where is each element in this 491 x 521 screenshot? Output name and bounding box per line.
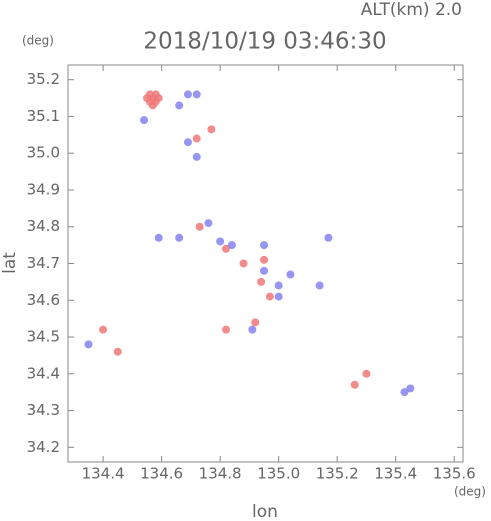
x-tick-label: 134.6 — [140, 465, 183, 483]
y-tick-label: 34.7 — [27, 254, 60, 272]
x-tick-label: 135.2 — [316, 465, 359, 483]
y-unit: (deg) — [22, 34, 54, 48]
y-tick-label: 34.9 — [27, 180, 60, 198]
echo-point — [145, 90, 154, 99]
chart-subtitle: ALT(km) 2.0 — [361, 0, 462, 20]
echo-point — [260, 266, 269, 275]
echo-point — [350, 380, 359, 389]
echo-point — [260, 255, 269, 264]
y-tick-label: 34.4 — [27, 364, 60, 382]
echo-point — [400, 388, 409, 397]
echo-point — [175, 233, 184, 242]
echo-point — [140, 116, 149, 125]
y-tick-label: 35.0 — [27, 144, 60, 162]
y-axis-label: lat — [0, 252, 20, 274]
echo-point — [195, 222, 204, 231]
x-axis-label: lon — [252, 502, 278, 521]
echo-point — [175, 101, 184, 110]
x-tick-label: 134.4 — [82, 465, 125, 483]
echo-point — [260, 241, 269, 250]
y-tick-label: 34.3 — [27, 401, 60, 419]
y-tick-label: 35.2 — [27, 70, 60, 88]
echo-point — [192, 90, 201, 99]
x-tick-label: 135.0 — [257, 465, 300, 483]
echo-point — [286, 270, 295, 279]
y-tick-label: 34.8 — [27, 217, 60, 235]
echo-point — [257, 277, 266, 286]
echo-point — [324, 233, 333, 242]
x-tick-label: 135.4 — [374, 465, 417, 483]
y-tick-label: 35.1 — [27, 107, 60, 125]
x-tick-label: 135.6 — [433, 465, 476, 483]
echo-point — [362, 369, 371, 378]
echo-point — [204, 219, 213, 228]
y-tick-label: 34.6 — [27, 291, 60, 309]
echo-point — [265, 292, 274, 301]
echo-point — [99, 325, 108, 334]
echo-point — [274, 281, 283, 290]
y-tick-label: 34.5 — [27, 328, 60, 346]
echo-point — [207, 125, 216, 134]
echo-point — [227, 241, 236, 250]
echo-point — [148, 101, 157, 110]
x-tick-label: 134.8 — [199, 465, 242, 483]
echo-point — [192, 152, 201, 161]
echo-point — [113, 347, 122, 356]
x-unit: (deg) — [454, 485, 486, 499]
echo-point — [154, 233, 163, 242]
echo-point — [274, 292, 283, 301]
chart-title: 2018/10/19 03:46:30 — [143, 29, 386, 55]
echo-point — [251, 318, 260, 327]
y-tick-label: 34.2 — [27, 438, 60, 456]
echo-point — [84, 340, 93, 349]
echo-point — [222, 244, 230, 253]
echo-point — [183, 90, 192, 99]
echo-point — [406, 384, 415, 393]
echo-point — [151, 90, 160, 99]
echo-point — [216, 237, 225, 246]
echo-point — [248, 325, 257, 334]
echo-point — [192, 134, 201, 143]
echo-point — [315, 281, 324, 290]
echo-point — [239, 259, 248, 268]
echo-point — [183, 138, 192, 147]
echo-point — [222, 325, 230, 334]
